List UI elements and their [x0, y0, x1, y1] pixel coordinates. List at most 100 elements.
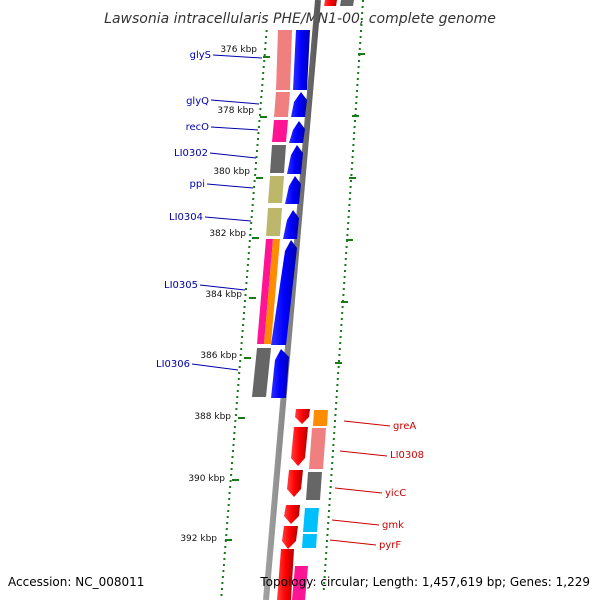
accession-text: Accession: NC_008011	[8, 575, 144, 589]
ruler-ticks: 376 kbp 378 kbp 380 kbp 382 kbp 384 kbp …	[180, 45, 270, 544]
ruler-dot	[223, 552, 226, 554]
ruler-dot	[345, 252, 348, 254]
ruler-dot	[243, 312, 245, 314]
ruler-dot	[332, 444, 335, 446]
gene-label-glyS[interactable]: glyS	[190, 50, 263, 61]
topology-text: Topology: circular; Length: 1,457,619 bp…	[259, 575, 590, 589]
ruler-dot	[251, 204, 254, 206]
cds-arrow-glyQ	[291, 92, 307, 117]
ruler-dot	[263, 60, 266, 62]
gene-label-LI0302[interactable]: LI0302	[174, 148, 257, 159]
gene-label-LI0305[interactable]: LI0305	[164, 280, 246, 291]
ruler-dot	[335, 402, 338, 404]
cds-arrow-bottom	[277, 549, 294, 600]
ruler-dot	[330, 474, 333, 476]
gene-name: greA	[393, 421, 416, 432]
gene-label-recO[interactable]: recO	[186, 122, 259, 133]
map-title: Lawsonia intracellularis PHE/MN1-00, com…	[104, 11, 496, 27]
gene-label-LI0304[interactable]: LI0304	[169, 212, 252, 223]
cog-block-ppi	[268, 176, 284, 203]
ruler-dot	[257, 126, 260, 128]
ruler-dot	[236, 396, 239, 398]
gene-name: pyrF	[379, 540, 401, 551]
ruler-dot	[221, 576, 224, 578]
ruler-dot	[231, 456, 234, 458]
ruler-dot	[341, 312, 344, 314]
ruler-dot	[338, 360, 340, 362]
ruler-dot	[227, 504, 230, 506]
ruler-dot	[358, 60, 360, 62]
cog-block-bottom	[292, 566, 308, 600]
ruler-dot	[348, 210, 350, 212]
ruler-dot	[340, 330, 342, 332]
ruler-dot	[328, 498, 331, 500]
cog-block-glyS	[276, 30, 292, 90]
gene-label-pyrF[interactable]: pyrF	[329, 539, 401, 551]
ruler-dot	[261, 78, 264, 80]
outer-ruler-ring	[322, 0, 364, 590]
gene-label-LI0308[interactable]: LI0308	[339, 450, 424, 461]
gene-label-yicC[interactable]: yicC	[334, 487, 406, 499]
ruler-dot	[332, 438, 335, 440]
ruler-dot	[258, 114, 261, 116]
ruler-dot	[347, 216, 350, 218]
ruler-dot	[359, 36, 362, 38]
tick-390: 390 kbp	[188, 474, 239, 484]
ruler-dot	[262, 66, 265, 68]
gene-name: glyQ	[186, 96, 209, 107]
ruler-dot	[228, 498, 231, 500]
ruler-dot	[259, 108, 262, 110]
cog-track-reverse	[292, 0, 354, 600]
ruler-dot	[357, 72, 360, 74]
gene-label-greA[interactable]: greA	[343, 420, 416, 432]
ruler-dot	[360, 18, 363, 20]
ruler-dot	[264, 48, 267, 50]
ruler-dot	[247, 258, 250, 260]
ruler-dot	[245, 276, 248, 278]
ruler-dot	[340, 318, 343, 320]
cog-block-glyQ	[274, 92, 290, 117]
cds-arrow-recO	[289, 121, 305, 143]
tick-label: 384 kbp	[205, 290, 242, 300]
cog-block-LI0306	[252, 348, 271, 397]
ruler-dot	[325, 546, 328, 548]
tick-392: 392 kbp	[180, 534, 232, 544]
ruler-dot	[238, 366, 241, 368]
gene-label-ppi[interactable]: ppi	[190, 179, 254, 190]
ruler-dot	[344, 258, 347, 260]
gene-name: LI0308	[390, 450, 424, 461]
ruler-dot	[330, 480, 332, 482]
ruler-dot	[339, 336, 342, 338]
ruler-dot	[260, 96, 263, 98]
ruler-dot	[235, 408, 238, 410]
ruler-dot	[256, 150, 258, 152]
gene-label-LI0306[interactable]: LI0306	[156, 359, 239, 371]
ruler-dot	[223, 558, 226, 560]
tick-label: 380 kbp	[213, 167, 250, 177]
ruler-dot	[243, 306, 246, 308]
ruler-dot	[255, 156, 258, 158]
ruler-dot	[227, 510, 230, 512]
ruler-dot	[356, 90, 358, 92]
gene-label-gmk[interactable]: gmk	[331, 519, 404, 531]
gene-label-glyQ[interactable]: glyQ	[186, 96, 260, 107]
ruler-dot	[356, 78, 359, 80]
ruler-dot	[356, 84, 359, 86]
cog-block-pyrF	[302, 534, 317, 548]
ruler-dot	[220, 594, 223, 596]
ruler-dot	[254, 168, 257, 170]
forward-cds-track	[271, 30, 310, 398]
ruler-dot	[324, 564, 327, 566]
backbone-ring	[263, 0, 321, 600]
reverse-gene-labels: greA LI0308 yicC gmk pyrF	[329, 420, 424, 551]
ruler-dot	[265, 36, 268, 38]
ruler-dot	[329, 486, 332, 488]
ruler-dot	[241, 336, 244, 338]
ruler-dot	[230, 474, 233, 476]
ruler-dot	[262, 72, 265, 74]
ruler-dot	[249, 234, 252, 236]
tick-label: 386 kbp	[200, 351, 237, 361]
ruler-dot	[360, 30, 362, 32]
ruler-dot	[233, 432, 236, 434]
